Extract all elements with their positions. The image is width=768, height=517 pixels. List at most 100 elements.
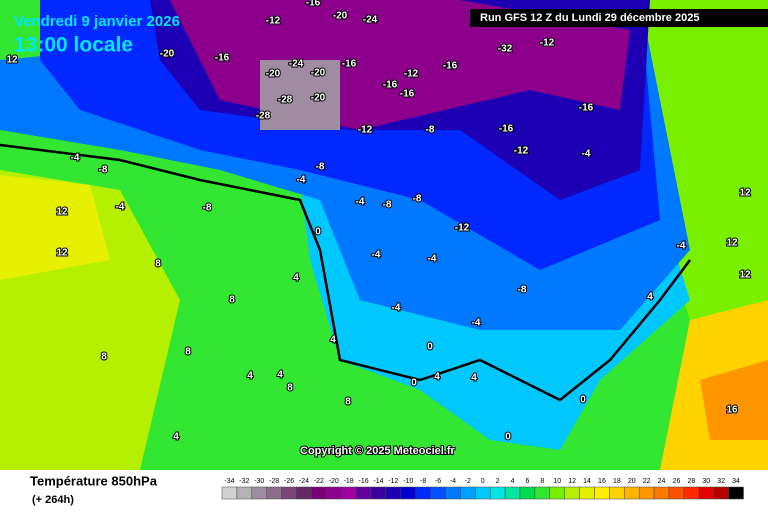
map-label: -4 xyxy=(356,197,365,208)
map-label: -4 xyxy=(472,318,481,329)
map-label: -16 xyxy=(342,59,357,70)
warm-region xyxy=(0,175,110,280)
map-label: 0 xyxy=(411,378,417,389)
legend-swatch xyxy=(296,486,312,500)
map-label: 12 xyxy=(739,188,751,199)
legend-swatch xyxy=(594,486,610,500)
map-label: -4 xyxy=(677,241,686,252)
frigid-region xyxy=(260,60,340,130)
legend-tick: 6 xyxy=(525,478,529,485)
run-box xyxy=(470,9,768,27)
map-label: 0 xyxy=(427,342,433,353)
legend-swatch xyxy=(430,486,446,500)
zero-isotherm xyxy=(0,143,691,402)
map-labels: -20 -16-12-16-20-24-20-16-20-24-32-28 -20-… xyxy=(5,0,752,444)
legend-tick: -28 xyxy=(269,478,279,485)
map-label: -4 xyxy=(71,153,80,164)
map-label: -8 xyxy=(99,165,108,176)
map-label: -16 xyxy=(306,0,321,9)
forecast-date: Vendredi 9 janvier 2026 xyxy=(14,13,180,30)
map-label: -4 xyxy=(392,303,401,314)
map-label: 12 xyxy=(6,55,18,66)
legend-swatch xyxy=(519,486,536,500)
legend-tick: -26 xyxy=(284,478,294,485)
legend-tick: 22 xyxy=(643,478,651,485)
legend-swatch xyxy=(340,486,357,500)
map-label: -4 xyxy=(297,175,306,186)
legend-swatch xyxy=(624,486,640,500)
map-label: -28 xyxy=(256,111,271,122)
map-label: -16 xyxy=(400,89,415,100)
map-label: 8 xyxy=(287,383,293,394)
legend-swatch xyxy=(653,486,670,500)
map-label: -8 xyxy=(426,125,435,136)
map-label: 4 xyxy=(647,292,653,303)
legend-tick: 4 xyxy=(511,478,515,485)
legend-swatch xyxy=(713,486,729,500)
legend-tick: 8 xyxy=(540,478,544,485)
map-label: -24 xyxy=(363,15,378,26)
legend-tick: 12 xyxy=(568,478,576,485)
map-label: -20 xyxy=(311,93,326,104)
map-label: -8 xyxy=(316,162,325,173)
map-label: -4 xyxy=(372,250,381,261)
legend-swatch xyxy=(609,486,625,500)
legend-tick: 0 xyxy=(481,478,485,485)
legend-swatch xyxy=(638,486,655,500)
legend-tick: -24 xyxy=(299,478,309,485)
legend-swatch xyxy=(504,486,521,500)
legend-swatch xyxy=(266,486,282,500)
legend-swatch xyxy=(460,486,476,500)
map-label: -12 xyxy=(540,38,555,49)
map-label: -16 xyxy=(443,61,458,72)
legend-tick: 24 xyxy=(658,478,666,485)
legend: -34 -32 -30 -28 -26 -24 -22 -20 -18 -16 -14 -12 -10-… xyxy=(221,478,744,500)
map-label: 8 xyxy=(229,295,235,306)
map-label: 8 xyxy=(345,397,351,408)
legend-tick: -8 xyxy=(420,478,426,485)
legend-tick: -6 xyxy=(435,478,441,485)
legend-tick: -32 xyxy=(239,478,249,485)
legend-swatch xyxy=(385,486,402,500)
legend-swatch xyxy=(489,486,506,500)
legend-swatch xyxy=(668,486,685,500)
map-label: 12 xyxy=(56,248,68,259)
map-label: -20 xyxy=(311,68,326,79)
map-label: 4 xyxy=(471,373,477,384)
legend-tick: -10 xyxy=(403,478,413,485)
legend-tick: -14 xyxy=(373,478,383,485)
map-label: -8 xyxy=(203,203,212,214)
legend-tick: 30 xyxy=(702,478,710,485)
map-label: 8 xyxy=(155,259,161,270)
legend-swatch xyxy=(564,486,580,500)
forecast-time: 13:00 locale xyxy=(14,34,133,57)
legend-tick: -34 xyxy=(224,478,234,485)
legend-tick: 28 xyxy=(687,478,695,485)
map-label: -16 xyxy=(383,80,398,91)
legend-tick: 26 xyxy=(673,478,681,485)
map-label: 8 xyxy=(185,347,191,358)
map-label: -4 xyxy=(116,202,125,213)
legend-tick: -16 xyxy=(358,478,368,485)
legend-tick: 16 xyxy=(598,478,606,485)
map-label: -16 xyxy=(215,53,230,64)
legend-tick: 10 xyxy=(553,478,561,485)
map-label: 4 xyxy=(277,370,283,381)
legend-swatch xyxy=(311,486,327,500)
map-label: 12 xyxy=(739,270,751,281)
map-label: -24 xyxy=(289,59,304,70)
lead-time: (+ 264h) xyxy=(32,494,74,506)
legend-swatch xyxy=(728,486,744,500)
legend-swatch xyxy=(400,486,416,500)
map-label: 0 xyxy=(315,227,321,238)
map-label: -4 xyxy=(428,254,437,265)
map-label: 8 xyxy=(101,352,107,363)
legend-swatch xyxy=(355,486,372,500)
legend-tick: -22 xyxy=(314,478,324,485)
legend-tick: 2 xyxy=(496,478,500,485)
field-title: Température 850hPa xyxy=(30,473,158,488)
legend-swatch xyxy=(326,486,342,500)
legend-swatch xyxy=(683,486,700,500)
legend-tick: 14 xyxy=(583,478,591,485)
map-label: -20 xyxy=(333,11,348,22)
